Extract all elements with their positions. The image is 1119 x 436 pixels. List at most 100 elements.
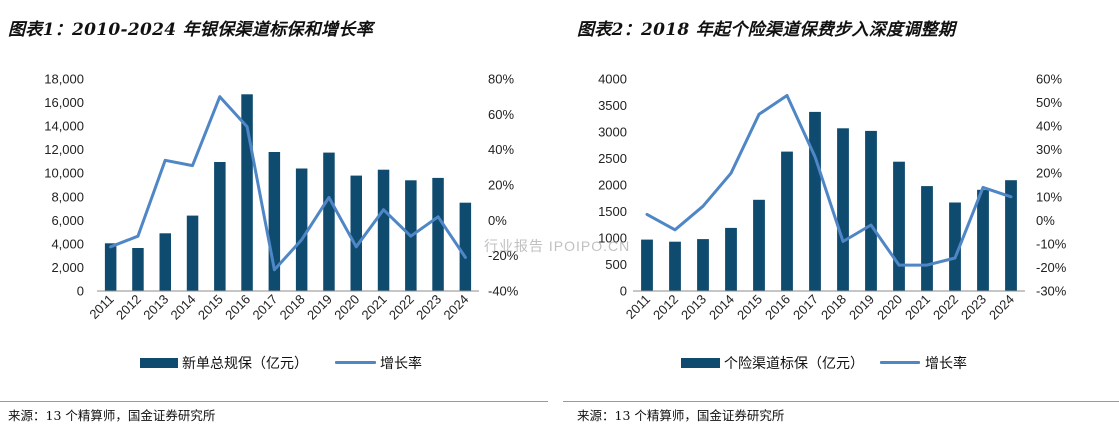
legend-bar-swatch <box>681 358 720 368</box>
y-right-tick-label: 40% <box>1036 119 1062 134</box>
y-right-tick-label: -20% <box>488 248 519 263</box>
bar-2020 <box>893 161 905 291</box>
bar-2011 <box>104 243 117 291</box>
figure-1-source: 来源：13 个精算师，国金证券研究所 <box>8 408 216 423</box>
x-tick-label-2019: 2019 <box>846 292 877 323</box>
x-tick-label-2016: 2016 <box>762 292 793 323</box>
figure-2-chart: 0 500 1000 1500 2000 2500 3000 3500 4000 -30% -20%… <box>598 72 1067 323</box>
bar-2024 <box>1005 180 1017 291</box>
bar-2014 <box>186 215 199 291</box>
bar-2018 <box>295 168 308 291</box>
bar-2019 <box>865 130 877 291</box>
bar-2013 <box>159 233 171 291</box>
bar-2012 <box>669 241 681 291</box>
y-right-tick-label: 0% <box>488 213 507 228</box>
figure-2-source: 来源：13 个精算师，国金证券研究所 <box>577 408 785 423</box>
growth-rate-line <box>645 94 1013 267</box>
legend-bar-swatch <box>140 358 178 368</box>
y-left-tick-label: 0 <box>620 284 627 299</box>
x-tick-label-2014: 2014 <box>168 292 199 323</box>
y-left-tick-label: 12,000 <box>44 142 84 157</box>
y-left-tick-label: 1000 <box>598 231 627 246</box>
source-divider <box>563 401 1119 402</box>
y-left-tick-label: 0 <box>77 284 84 299</box>
y-left-tick-label: 3500 <box>598 98 627 113</box>
bar-2018 <box>837 128 849 291</box>
x-tick-label-2012: 2012 <box>113 292 144 323</box>
y-right-tick-label: -30% <box>1036 284 1067 299</box>
y-right-tick-label: 20% <box>488 178 514 193</box>
y-right-tick-label: 80% <box>488 72 514 87</box>
x-tick-label-2019: 2019 <box>304 292 335 323</box>
x-tick-label-2017: 2017 <box>790 292 821 323</box>
y-left-tick-label: 10,000 <box>44 166 84 181</box>
y-left-tick-label: 1500 <box>598 204 627 219</box>
legend-line-label: 增长率 <box>380 355 422 371</box>
growth-rate-line <box>109 95 467 272</box>
bar-2016 <box>241 94 253 291</box>
y-right-tick-label: -40% <box>488 284 519 299</box>
x-tick-label-2013: 2013 <box>140 292 171 323</box>
bar-2024 <box>459 202 472 291</box>
y-left-tick-label: 2000 <box>598 178 627 193</box>
y-right-tick-label: 50% <box>1036 95 1062 110</box>
figure-1-title: 图表1：2010-2024 年银保渠道标保和增长率 <box>8 20 373 40</box>
bar-2020 <box>350 175 362 291</box>
legend-line-swatch <box>880 361 920 364</box>
y-right-tick-label: -10% <box>1036 236 1067 251</box>
y-right-tick-label: 0% <box>1036 213 1055 228</box>
figure-1: 图表1：2010-2024 年银保渠道标保和增长率 0 2,000 4,000 6,0… <box>0 0 555 436</box>
x-tick-label-2018: 2018 <box>277 292 308 323</box>
x-tick-label-2021: 2021 <box>359 292 390 323</box>
x-tick-label-2022: 2022 <box>386 292 417 323</box>
x-tick-label-2015: 2015 <box>734 292 765 323</box>
y-left-tick-label: 500 <box>605 257 627 272</box>
y-left-tick-label: 18,000 <box>44 72 84 87</box>
legend-line-label: 增长率 <box>925 355 967 371</box>
y-left-tick-label: 6,000 <box>51 213 84 228</box>
y-left-tick-label: 3000 <box>598 125 627 140</box>
bar-2014 <box>725 227 737 291</box>
y-right-tick-label: 60% <box>488 107 514 122</box>
bar-2015 <box>753 199 765 291</box>
bar-2017 <box>809 111 821 292</box>
x-tick-label-2014: 2014 <box>706 292 737 323</box>
bar-2015 <box>214 162 226 291</box>
legend-line-swatch <box>335 361 376 364</box>
x-tick-label-2023: 2023 <box>958 292 989 323</box>
y-left-tick-label: 4000 <box>598 72 627 87</box>
y-left-tick-label: 4,000 <box>51 236 84 251</box>
bar-2023 <box>432 177 444 291</box>
bar-2016 <box>781 151 793 291</box>
bar-2017 <box>268 152 281 291</box>
legend-bar-label: 个险渠道标保（亿元） <box>724 355 864 371</box>
figure-2-title: 图表2：2018 年起个险渠道保费步入深度调整期 <box>577 20 956 40</box>
x-tick-label-2020: 2020 <box>331 292 362 323</box>
legend-bar-label: 新单总规保（亿元） <box>182 355 308 371</box>
source-divider <box>0 401 548 402</box>
y-left-tick-label: 2,000 <box>51 260 84 275</box>
y-left-tick-label: 14,000 <box>44 119 84 134</box>
bar-2012 <box>132 248 144 291</box>
x-tick-label-2012: 2012 <box>650 292 681 323</box>
y-right-tick-label: 60% <box>1036 72 1062 87</box>
y-right-tick-label: 30% <box>1036 142 1062 157</box>
y-left-tick-label: 16,000 <box>44 95 84 110</box>
x-tick-label-2021: 2021 <box>902 292 933 323</box>
x-tick-label-2011: 2011 <box>623 292 653 322</box>
figure-2: 图表2：2018 年起个险渠道保费步入深度调整期 0 500 1000 1500 200… <box>555 0 1119 436</box>
bar-2022 <box>949 202 961 291</box>
x-tick-label-2017: 2017 <box>249 292 280 323</box>
y-right-tick-label: 10% <box>1036 189 1062 204</box>
x-tick-label-2016: 2016 <box>222 292 253 323</box>
y-right-tick-label: 40% <box>488 142 514 157</box>
bar-2021 <box>377 169 390 291</box>
bar-2019 <box>323 152 335 291</box>
bar-2023 <box>977 189 989 291</box>
x-tick-label-2022: 2022 <box>930 292 961 323</box>
x-tick-label-2024: 2024 <box>440 292 471 323</box>
x-tick-label-2013: 2013 <box>678 292 709 323</box>
x-tick-label-2018: 2018 <box>818 292 849 323</box>
x-tick-label-2024: 2024 <box>986 292 1017 323</box>
y-right-tick-label: 20% <box>1036 166 1062 181</box>
